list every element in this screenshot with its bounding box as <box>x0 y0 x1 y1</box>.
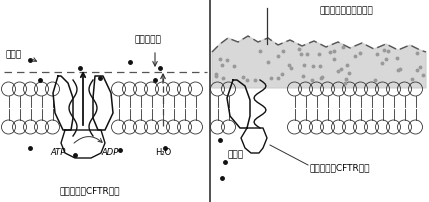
Text: ATP: ATP <box>50 148 66 157</box>
Text: ADP: ADP <box>101 148 119 157</box>
Text: 氯离子: 氯离子 <box>228 150 244 160</box>
Text: 黏稠的分泌物不断积累: 黏稠的分泌物不断积累 <box>320 6 374 15</box>
Text: H₂O: H₂O <box>155 148 171 157</box>
Text: 稀薄的黏液: 稀薄的黏液 <box>135 35 161 44</box>
Polygon shape <box>212 36 426 88</box>
Text: 氯离子: 氯离子 <box>5 50 21 60</box>
Text: 功能正常的CFTR蛋白: 功能正常的CFTR蛋白 <box>60 186 120 195</box>
Text: 异常关闭的CFTR蛋白: 异常关闭的CFTR蛋白 <box>310 163 371 173</box>
